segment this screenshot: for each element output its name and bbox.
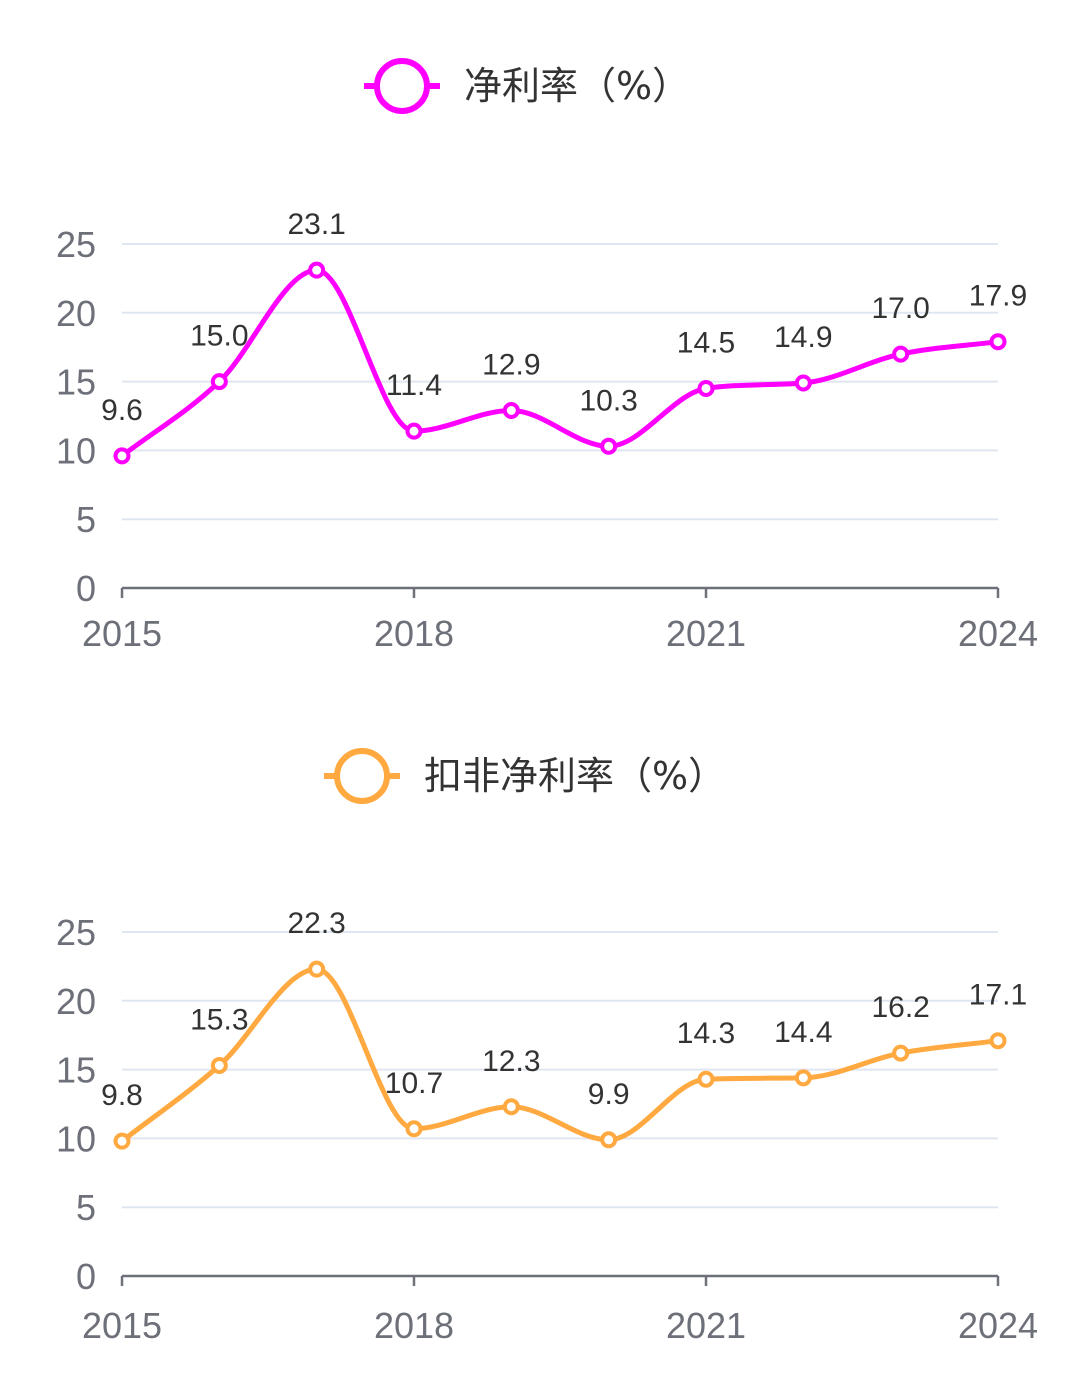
data-point[interactable] bbox=[892, 345, 910, 363]
data-point[interactable] bbox=[892, 1044, 910, 1062]
x-tick-label: 2018 bbox=[374, 1305, 454, 1346]
data-label: 10.7 bbox=[385, 1067, 443, 1100]
x-tick-label: 2024 bbox=[958, 1305, 1038, 1346]
data-label: 9.8 bbox=[101, 1079, 143, 1112]
y-tick-label: 5 bbox=[76, 1187, 96, 1228]
y-tick-label: 0 bbox=[76, 568, 96, 609]
data-point[interactable] bbox=[113, 447, 131, 465]
data-label: 9.9 bbox=[588, 1078, 630, 1111]
data-point[interactable] bbox=[697, 1070, 715, 1088]
data-point[interactable] bbox=[405, 422, 423, 440]
x-tick-label: 2021 bbox=[666, 1305, 746, 1346]
data-label: 12.3 bbox=[482, 1045, 540, 1078]
data-point[interactable] bbox=[697, 379, 715, 397]
y-tick-label: 5 bbox=[76, 499, 96, 540]
data-label: 15.3 bbox=[190, 1003, 248, 1036]
y-tick-label: 20 bbox=[56, 293, 96, 334]
y-tick-label: 10 bbox=[56, 430, 96, 471]
y-tick-label: 15 bbox=[56, 362, 96, 403]
data-point[interactable] bbox=[405, 1120, 423, 1138]
data-point[interactable] bbox=[502, 1098, 520, 1116]
x-tick-label: 2024 bbox=[958, 613, 1038, 654]
data-point[interactable] bbox=[308, 960, 326, 978]
data-point[interactable] bbox=[308, 261, 326, 279]
series-line bbox=[120, 267, 999, 458]
data-label: 14.4 bbox=[774, 1016, 832, 1049]
x-tick-label: 2021 bbox=[666, 613, 746, 654]
deducted-net-margin-chart: 扣非净利率（%） 0 5 10 15 20 25 2015 2018 2021 2024 9.8 15.… bbox=[56, 748, 1038, 1346]
legend[interactable]: 扣非净利率（%） bbox=[324, 748, 726, 804]
data-point[interactable] bbox=[502, 401, 520, 419]
data-label: 10.3 bbox=[579, 384, 637, 417]
y-tick-label: 20 bbox=[56, 981, 96, 1022]
data-point[interactable] bbox=[600, 1131, 618, 1149]
data-label: 23.1 bbox=[287, 208, 345, 241]
data-label: 17.9 bbox=[969, 280, 1027, 313]
data-label: 9.6 bbox=[101, 394, 143, 427]
x-tick-label: 2015 bbox=[82, 613, 162, 654]
data-label: 17.0 bbox=[871, 292, 929, 325]
y-tick-label: 25 bbox=[56, 912, 96, 953]
data-point[interactable] bbox=[794, 374, 812, 392]
x-tick-label: 2015 bbox=[82, 1305, 162, 1346]
data-label: 22.3 bbox=[287, 907, 345, 940]
data-point[interactable] bbox=[210, 373, 228, 391]
legend-circle-icon bbox=[374, 58, 430, 114]
y-tick-label: 25 bbox=[56, 224, 96, 265]
legend-circle-icon bbox=[334, 748, 390, 804]
data-point[interactable] bbox=[989, 333, 1007, 351]
data-label: 14.9 bbox=[774, 321, 832, 354]
net-margin-chart: 净利率（%） 0 5 10 15 20 25 2015 2018 2021 2024 9.6 15.0 2… bbox=[56, 58, 1038, 654]
data-label: 15.0 bbox=[190, 320, 248, 353]
data-label: 12.9 bbox=[482, 348, 540, 381]
data-label: 11.4 bbox=[386, 369, 442, 402]
data-point[interactable] bbox=[989, 1032, 1007, 1050]
data-label: 17.1 bbox=[969, 979, 1027, 1012]
data-label: 16.2 bbox=[871, 991, 929, 1024]
x-tick-label: 2018 bbox=[374, 613, 454, 654]
data-point[interactable] bbox=[794, 1069, 812, 1087]
y-tick-label: 0 bbox=[76, 1256, 96, 1297]
legend[interactable]: 净利率（%） bbox=[364, 58, 690, 114]
data-point[interactable] bbox=[600, 437, 618, 455]
legend-label: 扣非净利率（%） bbox=[424, 754, 726, 798]
data-label: 14.5 bbox=[677, 326, 735, 359]
y-tick-label: 10 bbox=[56, 1118, 96, 1159]
data-label: 14.3 bbox=[677, 1017, 735, 1050]
series-line bbox=[120, 966, 999, 1144]
data-point[interactable] bbox=[113, 1132, 131, 1150]
y-tick-label: 15 bbox=[56, 1050, 96, 1091]
legend-label: 净利率（%） bbox=[464, 64, 690, 108]
data-point[interactable] bbox=[210, 1056, 228, 1074]
